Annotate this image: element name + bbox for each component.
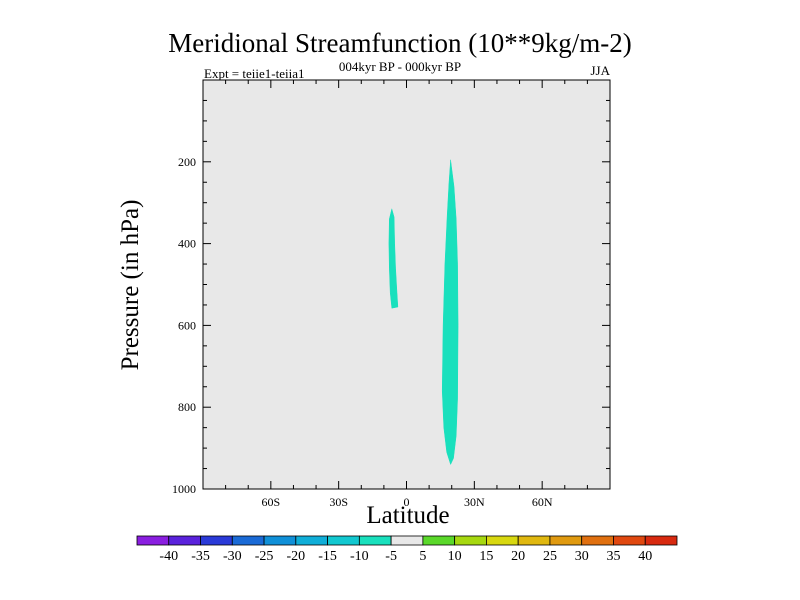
x-tick-label: 0 <box>404 495 410 509</box>
x-tick-label: 30N <box>464 495 485 509</box>
x-tick-label: 60N <box>532 495 553 509</box>
y-tick-label: 800 <box>178 400 196 414</box>
colorbar-label: -5 <box>385 549 397 564</box>
colorbar-segment <box>231 535 265 546</box>
season-label: JJA <box>590 63 610 78</box>
axis-ticks <box>203 80 610 489</box>
chart-title: Meridional Streamfunction (10**9kg/m-2) <box>168 28 632 58</box>
colorbar-segment <box>549 535 583 546</box>
colorbar-segment <box>168 535 201 546</box>
colorbar-label: -15 <box>318 549 337 564</box>
colorbar-segment <box>295 535 328 546</box>
y-tick-label: 200 <box>178 155 196 169</box>
x-axis-label: Latitude <box>366 502 450 529</box>
colorbar-label: -20 <box>286 549 305 564</box>
colorbar-label: -25 <box>255 549 274 564</box>
contour-regions <box>388 159 459 466</box>
colorbar-segment <box>486 535 519 546</box>
colorbar-segment <box>136 535 170 546</box>
colorbar-label: 30 <box>575 549 589 564</box>
colorbar-label: -35 <box>191 549 210 564</box>
colorbar-label: 25 <box>543 549 557 564</box>
colorbar-label: -30 <box>223 549 242 564</box>
colorbar-segment <box>200 535 233 546</box>
colorbar-segment <box>327 535 360 546</box>
colorbar-label: 15 <box>479 549 493 564</box>
y-tick-label: 600 <box>178 318 196 332</box>
x-tick-label: 60S <box>261 495 280 509</box>
colorbar-label: 20 <box>511 549 525 564</box>
colorbar-segment <box>454 535 487 546</box>
colorbar-segment <box>613 535 646 546</box>
x-tick-label: 30S <box>329 495 348 509</box>
colorbar-segment <box>263 535 297 546</box>
colorbar-label: 35 <box>606 549 620 564</box>
plot-area <box>203 80 610 489</box>
y-axis-label: Pressure (in hPa) <box>117 199 144 371</box>
chart-subtitle: 004kyr BP - 000kyr BP <box>338 59 462 74</box>
y-tick-label: 1000 <box>172 482 196 496</box>
colorbar: -40 -35 -30 -25 -20 -15 -10 -5 5 10 15 20 25 30 35 40 <box>136 535 678 564</box>
colorbar-label: 10 <box>448 549 462 564</box>
colorbar-segment <box>644 535 678 546</box>
colorbar-segment <box>422 535 456 546</box>
contour-region-1 <box>388 207 399 309</box>
colorbar-label: -10 <box>350 549 369 564</box>
colorbar-segment <box>517 535 551 546</box>
colorbar-segment <box>390 535 424 546</box>
contour-region-2 <box>441 159 459 466</box>
colorbar-segment <box>581 535 614 546</box>
axis-tick-labels: 60S 30S 0 30N 60N 200 400 600 800 1000 <box>172 155 553 509</box>
colorbar-label: -40 <box>159 549 178 564</box>
colorbar-label: 40 <box>638 549 652 564</box>
y-tick-label: 400 <box>178 237 196 251</box>
colorbar-label: 5 <box>419 549 426 564</box>
experiment-label: Expt = teiie1-teiia1 <box>204 66 305 81</box>
colorbar-segment <box>358 535 392 546</box>
